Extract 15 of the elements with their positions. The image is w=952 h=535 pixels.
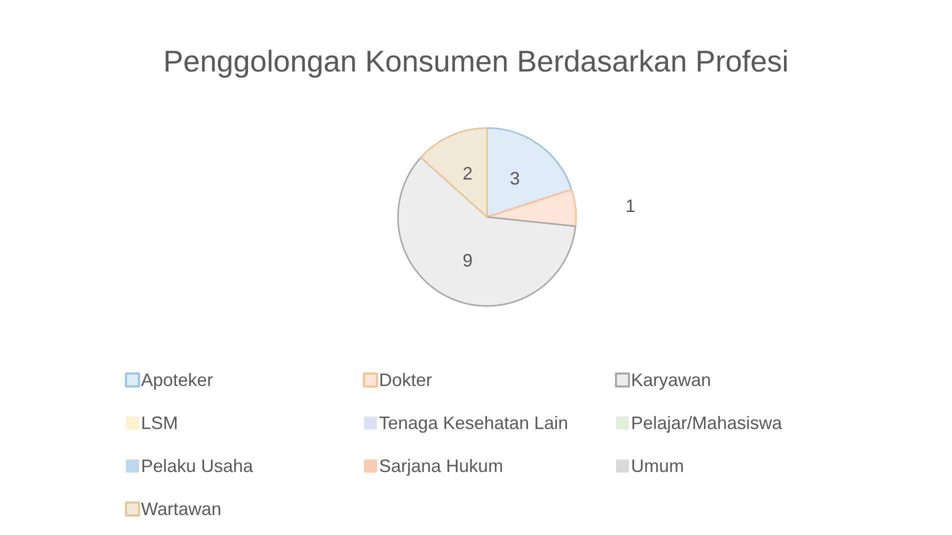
legend-label: Dokter	[379, 370, 432, 390]
legend-label: Karyawan	[631, 370, 712, 390]
legend-label: Sarjana Hukum	[379, 456, 504, 476]
data-label: 2	[462, 164, 473, 184]
data-label: 1	[625, 196, 636, 216]
legend-label: Pelajar/Mahasiswa	[631, 413, 784, 433]
legend-label: Apoteker	[141, 370, 214, 390]
chart-title: Penggolongan Konsumen Berdasarkan Profesi	[163, 46, 789, 78]
legend-label: Wartawan	[141, 499, 222, 519]
legend-label: Tenaga Kesehatan Lain	[379, 413, 568, 433]
legend-label: Pelaku Usaha	[141, 456, 254, 476]
data-label: 3	[510, 168, 520, 189]
legend-label: LSM	[141, 413, 178, 433]
data-label: 9	[462, 250, 473, 270]
legend-label: Umum	[631, 456, 684, 476]
